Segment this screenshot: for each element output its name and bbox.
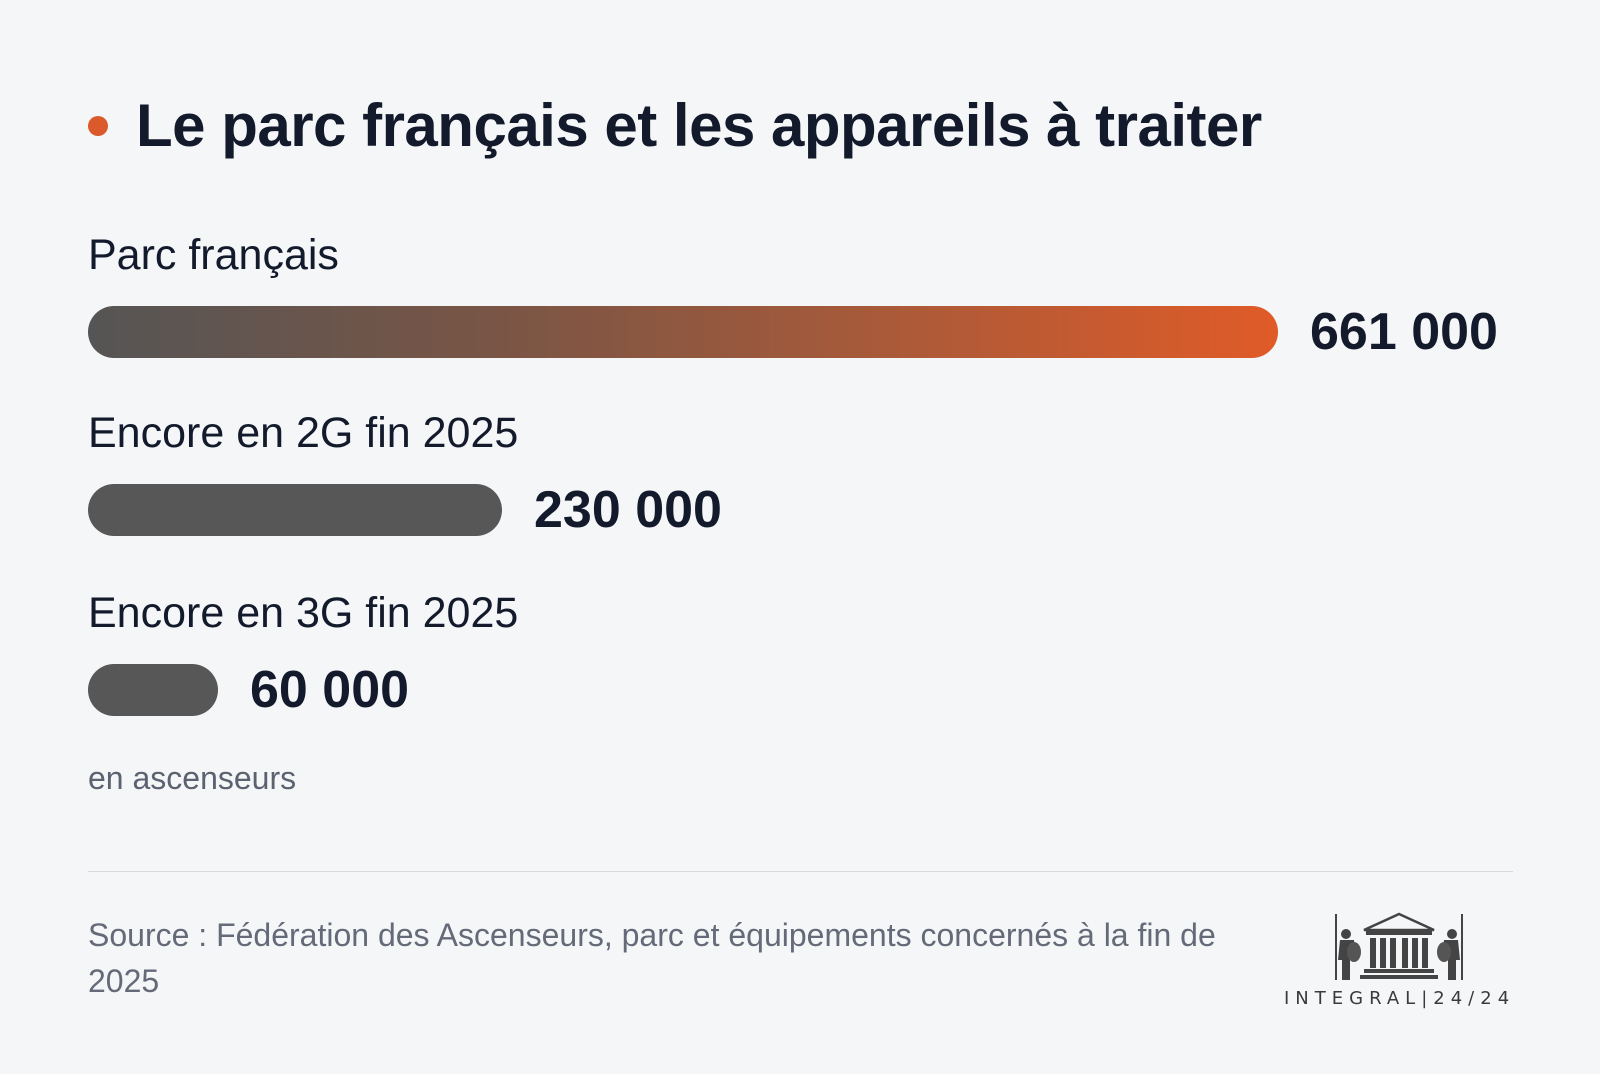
bar-label: Parc français: [88, 231, 339, 279]
title-row: Le parc français et les appareils à trai…: [88, 88, 1262, 164]
logo-text: INTEGRAL|24/24: [1284, 988, 1516, 1009]
bullet-dot-icon: [88, 116, 108, 136]
bar-value-label: 230 000: [534, 481, 722, 539]
chart-title: Le parc français et les appareils à trai…: [136, 92, 1262, 159]
integral-logo: INTEGRAL|24/24: [1284, 912, 1514, 1012]
bar: [88, 664, 218, 716]
bar-label: Encore en 3G fin 2025: [88, 589, 519, 637]
bar-value-label: 661 000: [1310, 303, 1498, 361]
source-note: Source : Fédération des Ascenseurs, parc…: [88, 917, 1216, 999]
bar-label: Encore en 2G fin 2025: [88, 409, 519, 457]
bar: [88, 306, 1278, 358]
bar: [88, 484, 502, 536]
temple-guardians-icon: [1335, 912, 1463, 980]
divider: [88, 871, 1513, 872]
unit-note: en ascenseurs: [88, 760, 297, 796]
bar-value-label: 60 000: [250, 661, 410, 719]
